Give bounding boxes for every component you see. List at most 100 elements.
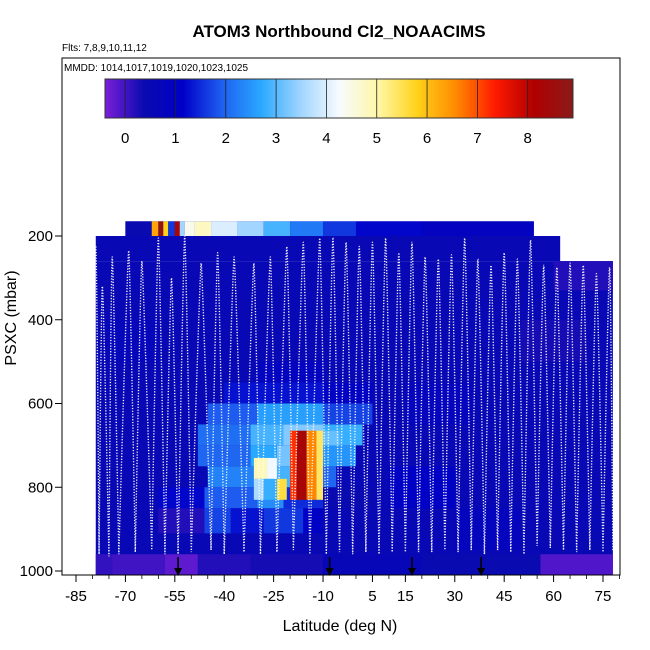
heatmap-cell [263,478,277,500]
x-tick-label: 30 [446,588,463,605]
x-tick-label: 60 [545,588,562,605]
x-axis-label: Latitude (deg N) [283,618,398,635]
latitude-arrow-head [174,568,183,576]
latitude-arrow-head [407,568,416,576]
heatmap-cell [520,319,587,362]
colorbar-tick-label: 2 [222,130,230,147]
heatmap-cells [95,221,613,575]
y-axis-label: PSXC (mbar) [3,270,20,365]
heatmap-cell [290,430,297,500]
y-tick-label: 1000 [20,563,53,580]
y-tick-label: 600 [28,396,53,413]
heatmap-cell [290,221,324,236]
heatmap-cell [323,554,422,575]
heatmap-cell [112,554,165,575]
heatmap-cell [323,430,340,446]
heatmap-cell [267,457,277,479]
colorbar-tick-label: 3 [272,130,280,147]
heatmap-cell [253,457,268,479]
colorbar-tick-label: 8 [524,130,532,147]
dates-label: MMDD: 1014,1017,1019,1020,1023,1025 [64,63,248,74]
colorbar-tick-label: 0 [121,130,129,147]
plot-area [95,221,614,576]
heatmap-cell [257,403,324,425]
latitude-arrow-head [325,568,334,576]
heatmap-cell [184,221,195,236]
heatmap-cell [253,478,264,500]
heatmap-cell [158,487,205,509]
heatmap-cell [204,487,258,509]
x-tick-label: -25 [263,588,285,605]
heatmap-cell [296,430,307,500]
heatmap-cell [204,508,231,534]
chart-title: ATOM3 Northbound Cl2_NOAACIMS [192,22,485,41]
heatmap-cell [197,424,251,446]
heatmap-cell [194,221,212,236]
colorbar-tick-label: 7 [473,130,481,147]
colorbar-border [104,78,574,119]
heatmap-cell [553,261,613,291]
heatmap-cell [158,277,198,320]
heatmap-cell [540,554,613,575]
x-tick-label: 75 [595,588,612,605]
colorbar-tick-label: 1 [171,130,179,147]
colorbar-ticks: 0 1 2 3 4 5 6 7 8 [121,79,532,147]
heatmap-cell [323,403,373,425]
heatmap-cell [388,466,455,509]
heatmap-cell [250,424,284,446]
x-tick-label: -10 [312,588,334,605]
x-tick-label: -70 [115,588,137,605]
colorbar-tick-label: 5 [373,130,381,147]
heatmap-cell [197,554,251,575]
heatmap-cell [421,221,534,236]
x-axis: -85 -70 -55 -40 -25 -10 5 15 30 45 60 75 [62,574,620,605]
flights-label: Flts: 7,8,9,10,11,12 [62,43,147,54]
heatmap-cell [237,221,264,236]
y-tick-label: 800 [28,479,53,496]
colorbar-tick-label: 6 [423,130,431,147]
coverage-region [95,236,561,262]
heatmap-cell [323,487,373,509]
heatmap-cell [230,508,264,534]
y-tick-label: 400 [28,312,53,329]
heatmap-cell [211,221,238,236]
heatmap-cell [163,221,169,236]
heatmap-cell [263,508,304,534]
heatmap-cell [197,445,251,467]
heatmap-cell [303,508,324,534]
heatmap-cell [306,430,317,500]
x-tick-label: 5 [368,588,376,605]
colorbar-tick-label: 4 [322,130,330,147]
heatmap-cell [207,403,258,425]
flight-profile-path [95,235,334,557]
x-tick-label: 15 [397,588,414,605]
heatmap-cell [164,554,198,575]
heatmap-cell [95,554,113,575]
y-axis: 200 400 600 800 1000 [20,58,63,580]
x-tick-label: -55 [164,588,186,605]
heatmap-cell [168,221,175,236]
latitude-markers [174,557,486,576]
heatmap-cell [125,221,152,236]
x-tick-label: -85 [65,588,87,605]
heatmap-cell [323,221,356,236]
heatmap-cell [323,382,373,404]
heatmap-cell [151,221,159,236]
colorbar: 0 1 2 3 4 5 6 7 8 [104,78,574,147]
heatmap-cell [276,478,287,500]
heatmap-cell [207,466,258,488]
latitude-arrow-head [477,568,486,576]
heatmap-cell [179,221,185,236]
heatmap-cell [174,221,180,236]
heatmap-cell [316,430,324,500]
heatmap-cell [355,221,422,236]
colorbar-gradient [105,79,573,118]
heatmap-cell [263,221,291,236]
heatmap-cell [158,221,164,236]
heatmap-cell [454,508,521,551]
flight-profiles [95,235,614,557]
heatmap-cell [250,554,324,575]
x-tick-label: 45 [496,588,513,605]
x-tick-label: -40 [213,588,235,605]
